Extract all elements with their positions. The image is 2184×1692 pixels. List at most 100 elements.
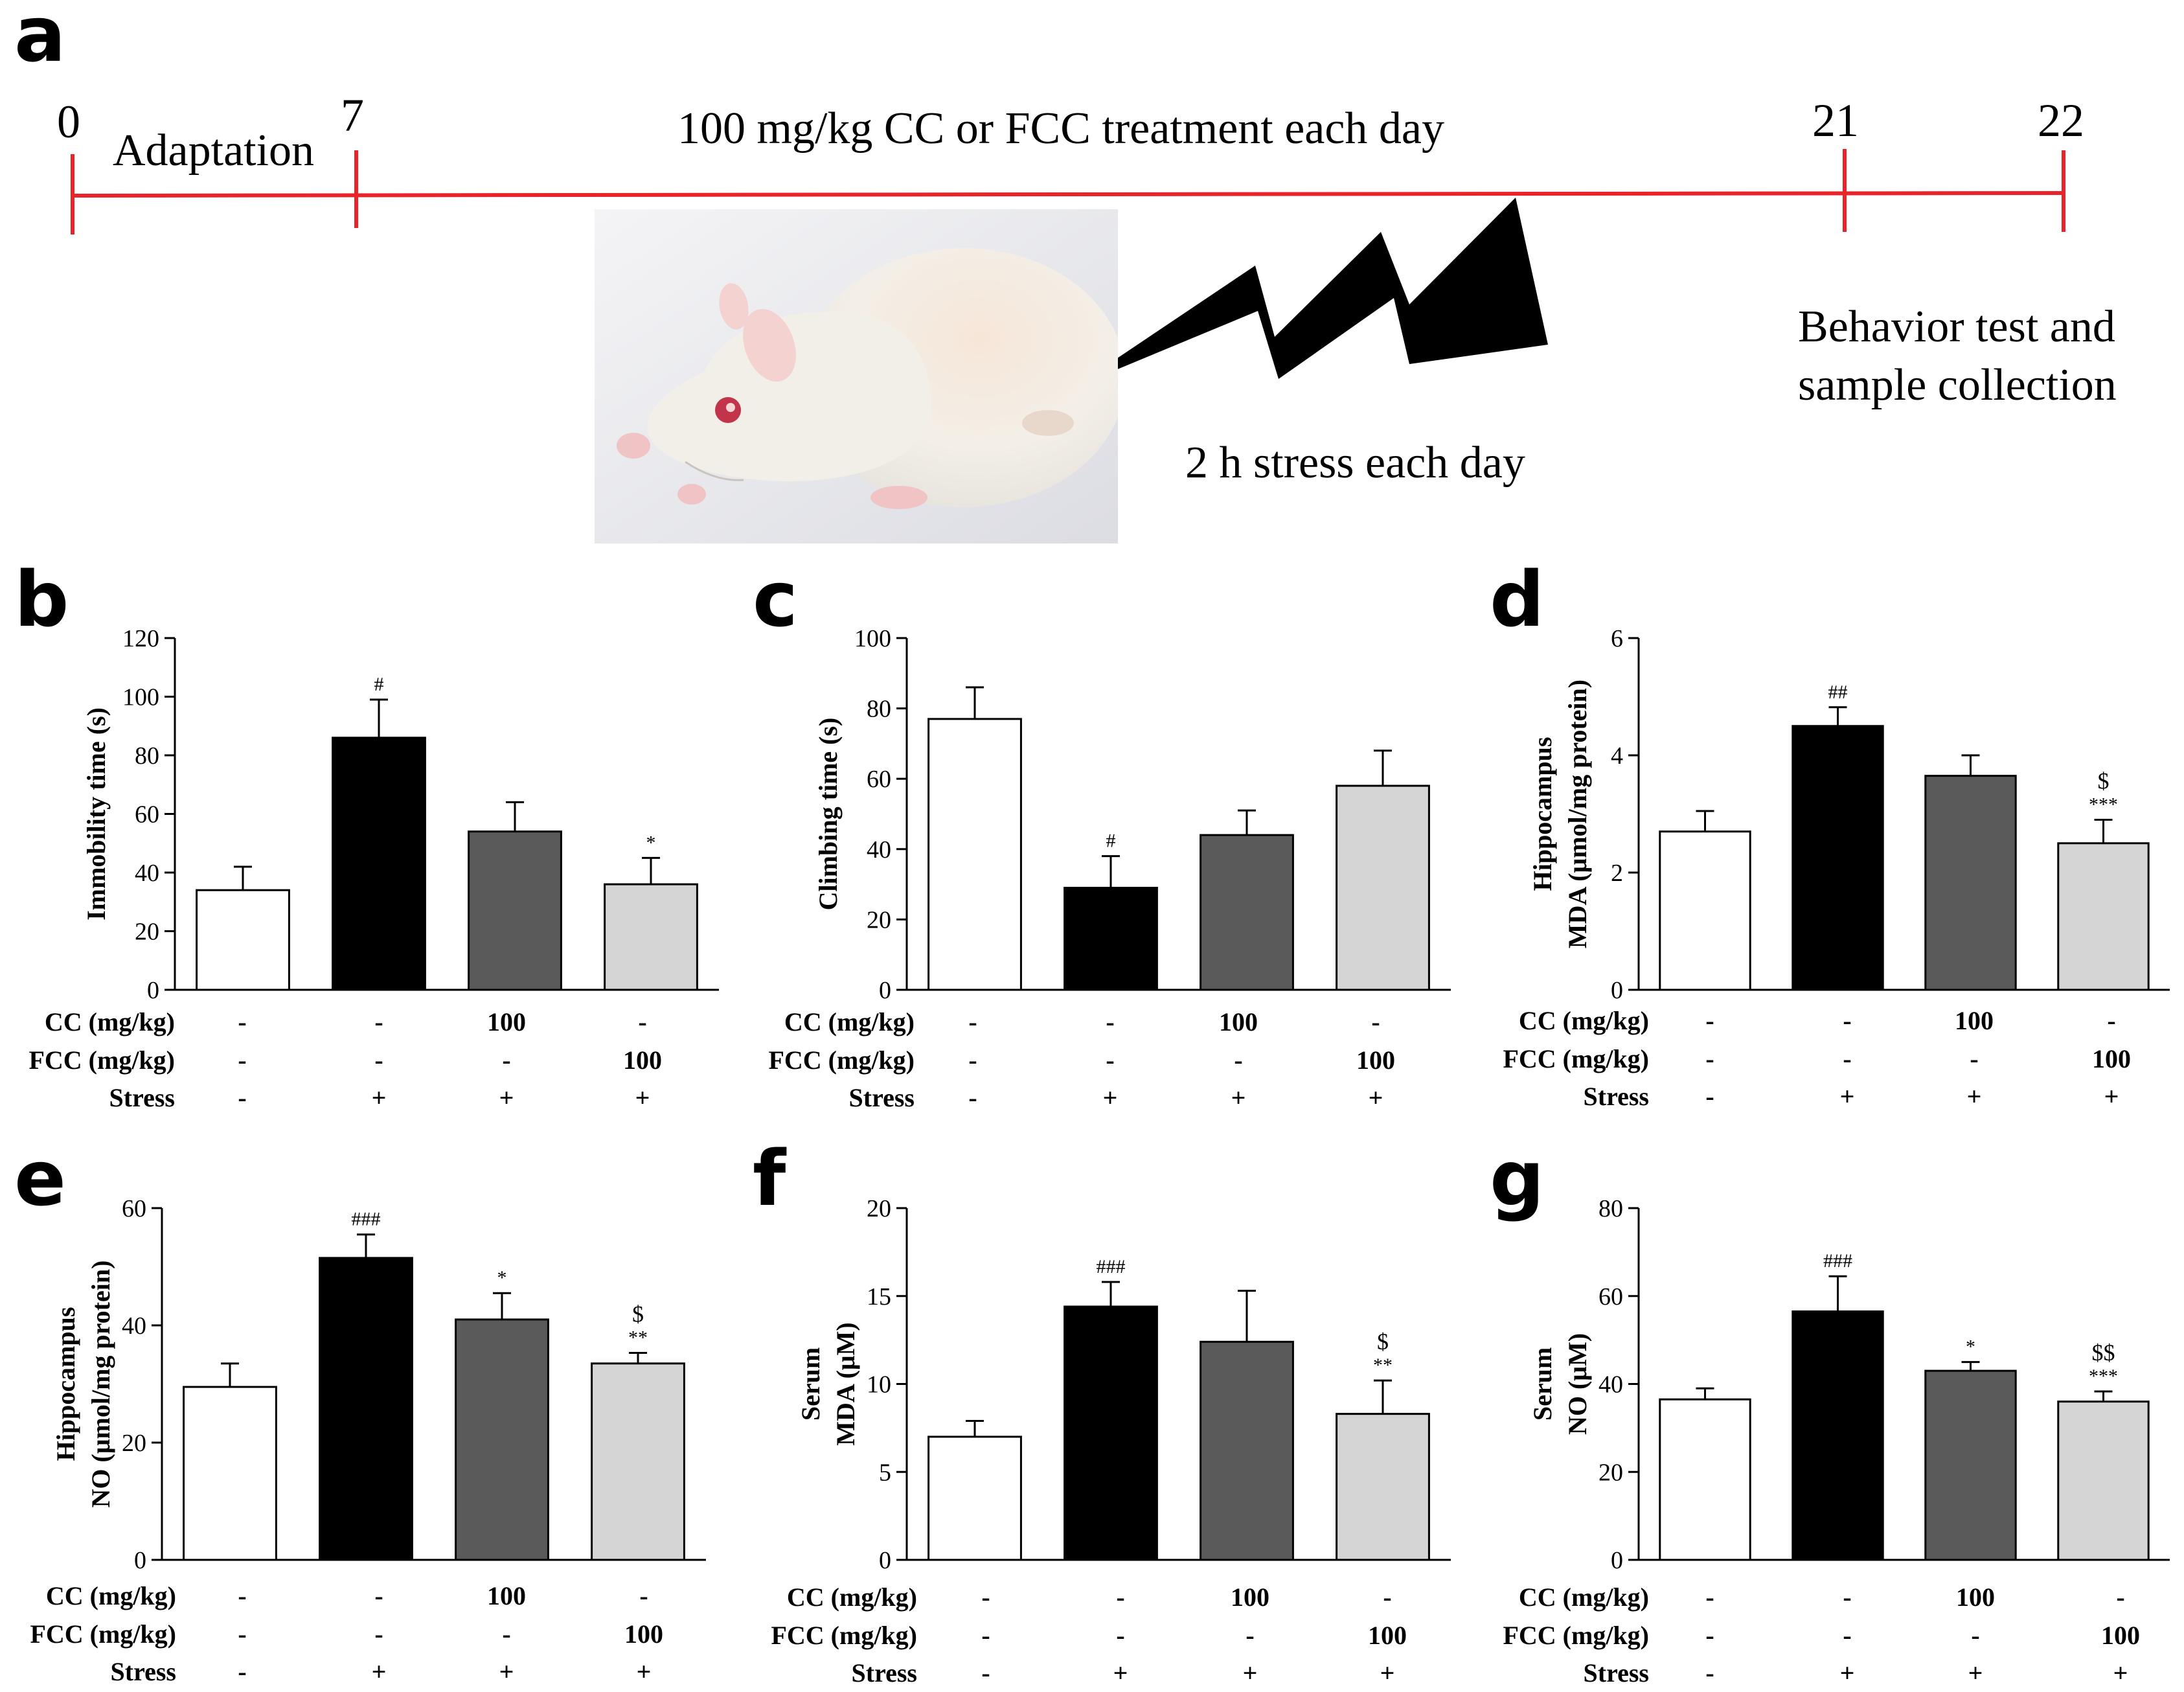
y-axis-label: Serum (1528, 1347, 1557, 1421)
bar (196, 889, 290, 991)
bar (332, 737, 426, 991)
y-axis-label: MDA (μM) (831, 1322, 860, 1445)
cond-value: - (374, 1046, 383, 1075)
bar (2057, 1400, 2150, 1561)
cond-value: - (374, 1619, 383, 1649)
y-tick-label: 60 (135, 801, 159, 829)
cond-value: 100 (1219, 1007, 1258, 1036)
y-tick-label: 15 (867, 1283, 891, 1310)
y-axis-label: Serum (796, 1347, 825, 1421)
cond-value: - (981, 1583, 990, 1612)
cond-value: + (1102, 1083, 1118, 1112)
y-tick-label: 0 (134, 1547, 146, 1574)
bar (1064, 1305, 1158, 1561)
cond-value: + (1839, 1658, 1855, 1687)
significance-label: ## (1828, 681, 1848, 703)
cond-value: - (968, 1007, 977, 1036)
cond-value: - (1705, 1583, 1714, 1612)
cond-value: - (1705, 1621, 1714, 1650)
cond-value: + (2104, 1082, 2119, 1111)
significance-label: *** (2089, 1366, 2118, 1387)
y-tick-label: 60 (1598, 1283, 1623, 1310)
cond-value: + (636, 1657, 652, 1686)
cond-value: - (1971, 1621, 1980, 1650)
bar (591, 1362, 685, 1561)
y-tick-label: 20 (867, 906, 891, 933)
significance-label: * (497, 1267, 507, 1288)
cond-value: + (1966, 1082, 1982, 1111)
cond-value: - (1234, 1046, 1243, 1075)
y-tick-label: 60 (122, 1195, 146, 1222)
timeline-diagram (71, 149, 2065, 387)
adaptation-label: Adaptation (113, 126, 315, 176)
y-axis-label: Immobility time (s) (82, 707, 111, 920)
bar (1336, 1413, 1430, 1561)
significance-label: $$ (2092, 1340, 2115, 1366)
bar (1336, 784, 1430, 991)
cond-value: - (238, 1657, 247, 1686)
cond-value: - (1970, 1044, 1979, 1073)
y-tick-label: 20 (867, 1195, 891, 1222)
cond-value: + (1113, 1658, 1128, 1687)
timeline-day-7: 7 (341, 89, 364, 141)
y-tick-label: 40 (122, 1312, 146, 1340)
cond-label-stress: Stress (109, 1083, 175, 1112)
significance-label: ** (628, 1327, 648, 1349)
y-tick-label: 20 (122, 1430, 146, 1457)
cond-value: - (238, 1581, 247, 1610)
y-axis-label: Hippocampus (51, 1307, 80, 1461)
cond-value: + (2113, 1658, 2128, 1687)
cond-label-stress: Stress (848, 1083, 915, 1112)
cond-value: - (502, 1046, 511, 1075)
y-tick-label: 40 (1598, 1371, 1623, 1399)
cond-value: - (2116, 1583, 2125, 1612)
bar (1792, 725, 1884, 991)
cond-value: - (1705, 1658, 1714, 1687)
rat-photo (595, 209, 1118, 543)
cond-value: + (1231, 1083, 1246, 1112)
panel-letter-e: e (14, 1134, 67, 1223)
cond-label-stress: Stress (851, 1658, 917, 1687)
cond-value: - (1705, 1082, 1714, 1111)
cond-value: + (499, 1083, 514, 1112)
stress-label: 2 h stress each day (1185, 438, 1525, 488)
y-tick-label: 0 (1611, 1547, 1623, 1574)
cond-label-fcc: FCC (mg/kg) (30, 1619, 176, 1649)
panel-letter-c: c (753, 554, 798, 644)
y-tick-label: 4 (1611, 742, 1623, 770)
bar (1924, 775, 2017, 991)
y-tick-label: 2 (1611, 860, 1623, 887)
cond-value: + (371, 1083, 387, 1112)
cond-value: - (374, 1581, 383, 1610)
timeline-day-21: 21 (1812, 95, 1859, 146)
cond-value: 100 (1356, 1046, 1395, 1075)
y-tick-label: 0 (879, 1547, 891, 1574)
cond-value: + (1242, 1658, 1258, 1687)
cond-value: - (968, 1046, 977, 1075)
cond-label-fcc: FCC (mg/kg) (1503, 1621, 1649, 1650)
bar (1659, 1398, 1751, 1561)
timeline-day-22: 22 (2038, 95, 2084, 146)
chart-e: 0 20 40 60 Hippocampus NO (μmol/mg protein) ##… (51, 1195, 706, 1574)
bar (468, 830, 562, 991)
cond-value: + (1368, 1083, 1383, 1112)
y-tick-label: 100 (122, 684, 159, 711)
cond-value: 100 (1955, 1006, 1994, 1035)
bar (1200, 1340, 1294, 1561)
cond-value: - (1116, 1583, 1125, 1612)
cond-value: - (2107, 1006, 2116, 1035)
cond-value: 100 (624, 1619, 663, 1649)
cond-label-fcc: FCC (mg/kg) (771, 1621, 917, 1650)
y-tick-label: 20 (135, 919, 159, 946)
significance-label: ### (352, 1209, 381, 1230)
cond-value: - (374, 1007, 383, 1036)
cond-value: - (238, 1046, 247, 1075)
cond-value: - (1106, 1046, 1115, 1075)
cond-value: - (639, 1581, 648, 1610)
bar (927, 1435, 1022, 1561)
cond-value: - (1383, 1583, 1392, 1612)
y-tick-label: 10 (867, 1371, 891, 1399)
cond-value: - (1843, 1006, 1852, 1035)
significance-label: * (646, 832, 656, 853)
